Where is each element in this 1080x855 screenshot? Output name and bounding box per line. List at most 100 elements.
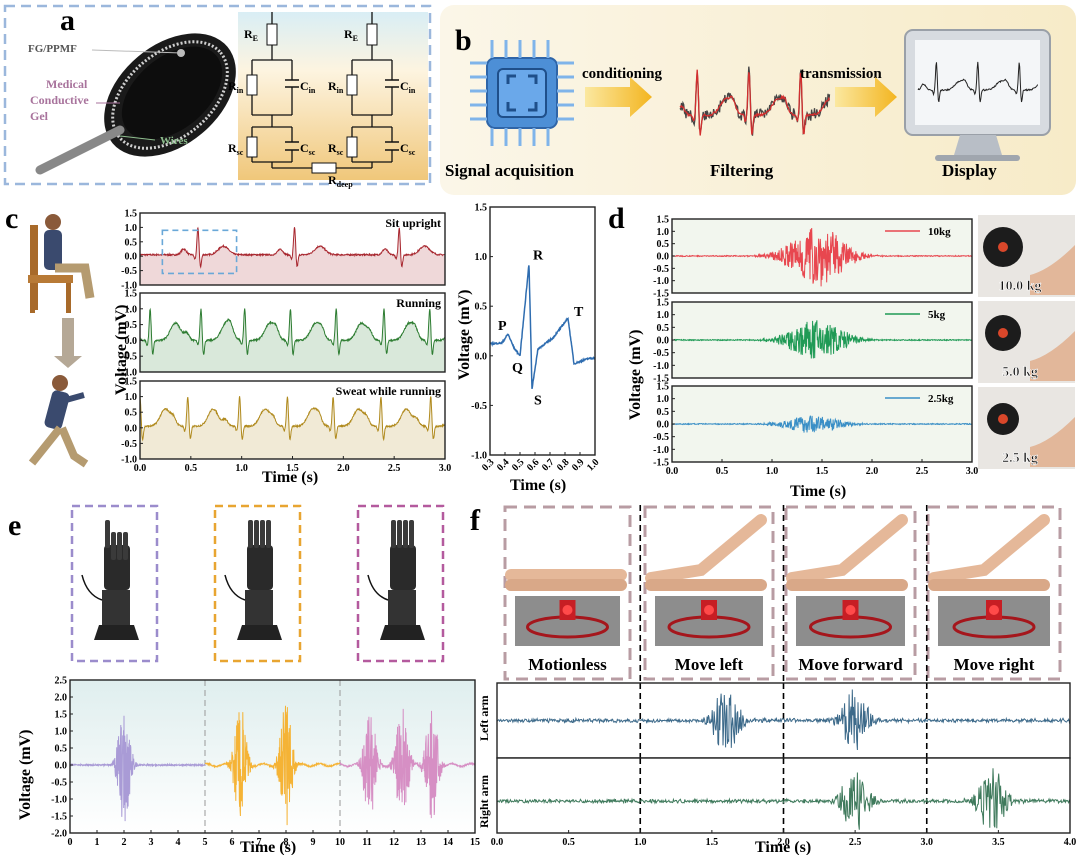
y-tick-label: 0.0 [657, 252, 670, 263]
circuit-label: Csc [300, 141, 316, 157]
x-tick-label: 2 [122, 837, 127, 848]
panel-b: b Signal acquisition conditioning Filter… [440, 5, 1076, 195]
panel-c: c Voltage (mV) Time (s) Voltage (mV) Tim… [5, 202, 566, 494]
y-tick-label: 1.5 [657, 382, 670, 393]
legend-label: 2.5kg [928, 393, 954, 405]
x-tick-label: 1 [95, 837, 100, 848]
legend-label: 10kg [928, 226, 951, 238]
arrow-label-transmission: transmission [800, 66, 882, 82]
y-tick-label: 0.5 [55, 744, 68, 755]
x-tick-label: 4 [176, 837, 181, 848]
chart-c-sit: -1.0 -0.5 0.0 0.5 1.0 1.5 Sit upright [121, 209, 446, 292]
x-tick-label: 0 [68, 837, 73, 848]
c-detail-xlabel: Time (s) [510, 477, 566, 494]
series-area [140, 308, 445, 372]
e-xlabel: Time (s) [240, 839, 296, 855]
x-tick-label: 0.6 [525, 457, 542, 474]
y-tick-label: 0.5 [657, 323, 670, 334]
chart-d-2.5: -1.5-1.0-0.50.00.51.01.50.0 0.5 1.0 1.5 2.0 2… [653, 382, 978, 478]
series-line [671, 415, 973, 433]
chart-c-sweat: -1.0 -0.5 0.0 0.5 1.0 1.5 0.0 0.5 1.0 1.5 2.0 2.5 3.… [121, 377, 451, 475]
x-tick-label: 1.0 [235, 463, 248, 474]
series-label: Sweat while running [336, 384, 441, 398]
x-tick-label: 12 [389, 837, 399, 848]
wave-label-Q: Q [512, 361, 523, 376]
label-fg-ppmf: FG/PPMF [28, 43, 77, 55]
circuit-label: Rin [228, 79, 244, 95]
x-tick-label: 0.5 [562, 837, 575, 848]
x-tick-label: 3.0 [439, 463, 452, 474]
caption: Move left [675, 655, 744, 674]
plot-frame [69, 679, 476, 834]
y-tick-label: -0.5 [51, 778, 67, 789]
x-tick-label: 0.8 [555, 457, 572, 474]
circuit-label: Cin [400, 79, 416, 95]
dumbbell-photo: 10.0 kg [978, 215, 1075, 297]
plot-frame [139, 212, 446, 286]
x-tick-label: 8 [284, 837, 289, 848]
x-tick-label: 0.7 [540, 457, 557, 474]
label-wires: Wires [160, 135, 188, 147]
y-tick-label: -1.5 [653, 374, 669, 385]
panel-label-a: a [60, 4, 75, 37]
chart-c-run: -1.0 -0.5 0.0 0.5 1.0 1.5 Running [121, 289, 446, 379]
y-tick-label: 0.0 [125, 336, 138, 347]
y-tick-label: -0.5 [121, 352, 137, 363]
y-tick-label: 0.0 [125, 252, 138, 263]
panel-label-f: f [470, 504, 481, 537]
filtered-trace [679, 69, 831, 136]
y-tick-label: -0.5 [121, 266, 137, 277]
y-tick-label: -1.5 [653, 289, 669, 300]
y-tick-label: 0.5 [125, 320, 138, 331]
y-tick-label: 1.0 [657, 227, 670, 238]
y-tick-label: 1.5 [657, 215, 670, 226]
x-tick-label: 0.5 [510, 457, 527, 474]
y-tick-label: -1.0 [653, 445, 669, 456]
panel-label-c: c [5, 202, 18, 235]
weight-label: 5.0 kg [1002, 365, 1038, 380]
y-tick-label: 1.0 [125, 392, 138, 403]
x-tick-label: 0.0 [134, 463, 147, 474]
electrode-illustration [35, 33, 236, 175]
equivalent-circuit: RE Rin Cin Rsc Csc RE Rin Cin Rsc Csc Rdeep [228, 12, 428, 189]
series-line [489, 265, 596, 390]
monitor-trace [917, 61, 1039, 103]
panel-e: e Voltage (mV) Time (s) [8, 504, 445, 855]
y-tick-label: 0.5 [657, 239, 670, 250]
series-label: Running [396, 296, 441, 310]
robot-hand-photo [70, 504, 159, 663]
step-signal-acquisition: Signal acquisition [445, 161, 575, 180]
y-tick-label: 1.0 [657, 394, 670, 405]
x-tick-label: 1.0 [766, 466, 779, 477]
x-tick-label: 3.5 [992, 837, 1005, 848]
caption: Move right [954, 655, 1035, 674]
c-xlabel: Time (s) [262, 469, 318, 486]
y-tick-label: -1.0 [121, 281, 137, 292]
y-tick-label: -0.5 [653, 264, 669, 275]
y-tick-label: 1.0 [657, 310, 670, 321]
x-tick-label: 2.5 [388, 463, 401, 474]
y-tick-label: 1.5 [657, 298, 670, 309]
y-tick-label: 0.5 [125, 237, 138, 248]
x-tick-label: 3.0 [921, 837, 934, 848]
x-tick-label: 11 [362, 837, 371, 848]
series-line [671, 320, 973, 359]
panel-f: f Motionless Move left Move forward Move ri… [470, 504, 1062, 855]
y-tick-label: 0.0 [657, 336, 670, 347]
f-xlabel: Time (s) [755, 839, 811, 855]
x-tick-label: 0.9 [570, 457, 587, 474]
y-tick-label: 0.5 [657, 407, 670, 418]
y-tick-label: 0.0 [125, 423, 138, 434]
y-tick-label: 1.0 [125, 304, 138, 315]
x-tick-label: 7 [257, 837, 262, 848]
panel-d: d Voltage (mV) Time (s) 10.0 kg 5.0 kg 2.5… [608, 202, 1075, 500]
plot-area [140, 381, 445, 459]
series-line [671, 227, 973, 287]
chip-icon [470, 40, 574, 146]
x-tick-label: 13 [416, 837, 426, 848]
x-tick-label: 6 [230, 837, 235, 848]
y-tick-label: 2.5 [55, 676, 68, 687]
dumbbell-photo: 2.5 kg [978, 387, 1075, 469]
x-tick-label: 3.0 [966, 466, 979, 477]
